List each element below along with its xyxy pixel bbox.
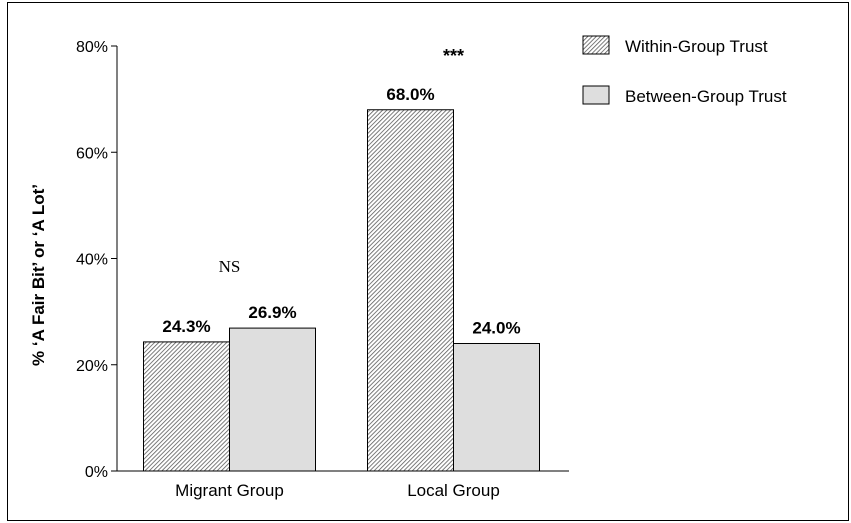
x-tick-label: Local Group [407, 481, 500, 500]
bars [143, 109, 540, 472]
legend-label-within-group: Within-Group Trust [625, 37, 768, 56]
bar-value-label: 24.3% [162, 317, 210, 336]
x-tick-label: Migrant Group [175, 481, 284, 500]
y-tick-label: 20% [76, 358, 108, 375]
x-axis: Migrant Group Local Group [117, 470, 569, 500]
legend-swatch-between-group [582, 85, 610, 105]
bar-between-group-trust-migrant-group [229, 327, 316, 472]
value-labels: 24.3% 68.0% 26.9% 24.0% [162, 85, 520, 338]
legend: Within-Group Trust Between-Group Trust [582, 35, 787, 106]
bar-value-label: 24.0% [472, 319, 520, 338]
annotation-significance: *** [443, 46, 464, 66]
legend-label-between-group: Between-Group Trust [625, 87, 787, 106]
y-axis: 0% 20% 40% 60% 80% [76, 39, 118, 481]
bar-within-group-trust-local-group [367, 109, 454, 472]
bar-value-label: 26.9% [248, 303, 296, 322]
bar-within-group-trust-migrant-group [143, 341, 230, 472]
y-tick-label: 80% [76, 39, 108, 56]
y-tick-label: 0% [85, 464, 108, 481]
y-tick-label: 40% [76, 252, 108, 269]
y-axis-title: % ‘A Fair Bit’ or ‘A Lot’ [29, 184, 48, 366]
annotation-ns: NS [219, 257, 241, 276]
legend-swatch-within-group [582, 35, 610, 55]
bar-value-label: 68.0% [386, 85, 434, 104]
bar-between-group-trust-local-group [453, 343, 540, 472]
y-tick-label: 60% [76, 145, 108, 162]
